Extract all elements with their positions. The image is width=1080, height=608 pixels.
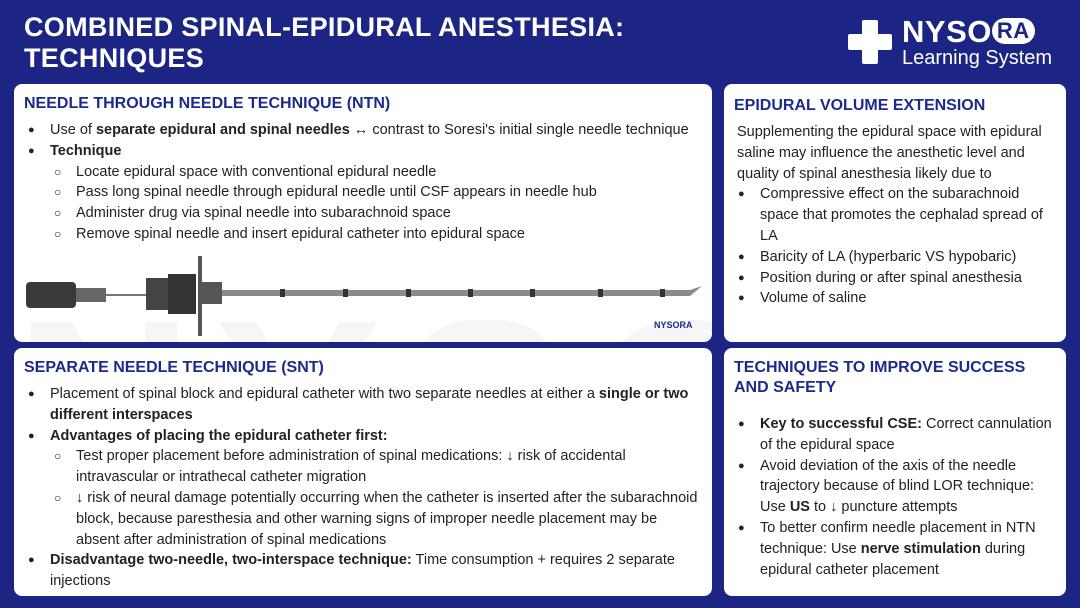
needle-illustration: NYSORA <box>26 256 702 336</box>
sub-item: Remove spinal needle and insert epidural… <box>50 224 702 245</box>
image-logo: NYSORA <box>654 320 693 330</box>
logo-subtitle: Learning System <box>902 47 1053 69</box>
sub-item: Administer drug via spinal needle into s… <box>50 203 702 224</box>
ntn-heading: NEEDLE THROUGH NEEDLE TECHNIQUE (NTN) <box>24 95 391 112</box>
list-item: Avoid deviation of the axis of the needl… <box>734 456 1056 518</box>
list-item: Position during or after spinal anesthes… <box>734 268 1056 289</box>
list-item: Baricity of LA (hyperbaric VS hypobaric) <box>734 247 1056 268</box>
tips-panel: TECHNIQUES TO IMPROVE SUCCESS AND SAFETY… <box>724 348 1066 596</box>
title-line-2: TECHNIQUES <box>24 43 205 73</box>
list-item: Key to successful CSE: Correct cannulati… <box>734 414 1056 456</box>
list-item: Use of separate epidural and spinal need… <box>24 120 702 141</box>
list-item: To better confirm needle placement in NT… <box>734 518 1056 580</box>
sub-item: Locate epidural space with conventional … <box>50 162 702 183</box>
ntn-panel: NYSORA NEEDLE THROUGH NEEDLE TECHNIQUE (… <box>14 84 712 342</box>
cross-icon <box>848 20 892 64</box>
sub-item: Pass long spinal needle through epidural… <box>50 182 702 203</box>
sub-item: ↓ risk of neural damage potentially occu… <box>50 488 702 550</box>
eve-intro: Supplementing the epidural space with ep… <box>737 124 1042 182</box>
title-line-1: COMBINED SPINAL-EPIDURAL ANESTHESIA: <box>24 12 625 42</box>
snt-heading: SEPARATE NEEDLE TECHNIQUE (SNT) <box>24 359 324 376</box>
eve-heading: EPIDURAL VOLUME EXTENSION <box>734 97 986 114</box>
list-item: Advantages of placing the epidural cathe… <box>24 426 702 551</box>
list-item: Placement of spinal block and epidural c… <box>24 384 702 426</box>
logo-brand: NYSO RA <box>902 14 1035 50</box>
snt-panel: SEPARATE NEEDLE TECHNIQUE (SNT) Placemen… <box>14 348 712 596</box>
nysora-logo: NYSO RA Learning System <box>846 14 1066 74</box>
list-item: Technique Locate epidural space with con… <box>24 141 702 245</box>
sub-item: Test proper placement before administrat… <box>50 446 702 488</box>
list-item: Compressive effect on the subarachnoid s… <box>734 184 1056 246</box>
list-item: Volume of saline <box>734 288 1056 309</box>
page-title: COMBINED SPINAL-EPIDURAL ANESTHESIA: TECH… <box>24 12 624 74</box>
tips-heading: TECHNIQUES TO IMPROVE SUCCESS AND SAFETY <box>734 359 1026 396</box>
eve-panel: EPIDURAL VOLUME EXTENSION Supplementing … <box>724 84 1066 342</box>
list-item: Disadvantage two-needle, two-interspace … <box>24 550 702 592</box>
